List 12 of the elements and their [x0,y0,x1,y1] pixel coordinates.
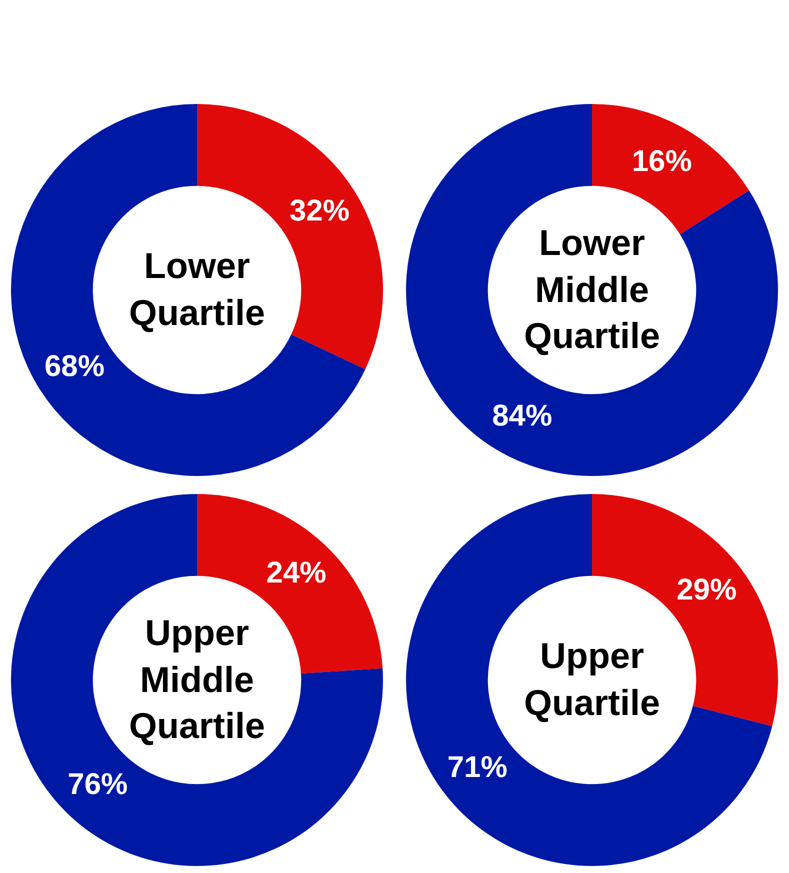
text: Lower Middle Quartile [522,220,662,358]
text: Upper Quartile [524,635,660,723]
data-label: 84% [492,399,552,432]
data-label: 71% [447,751,508,784]
data-label: 32% [289,194,350,228]
data-label: 24% [266,556,326,590]
text: Lower Quartile [128,245,266,333]
data-label: 76% [68,768,128,802]
text: Upper Middle Quartile [128,612,266,746]
data-label: 68% [44,350,105,384]
data-label: 16% [632,145,692,178]
data-label: 29% [676,573,737,606]
